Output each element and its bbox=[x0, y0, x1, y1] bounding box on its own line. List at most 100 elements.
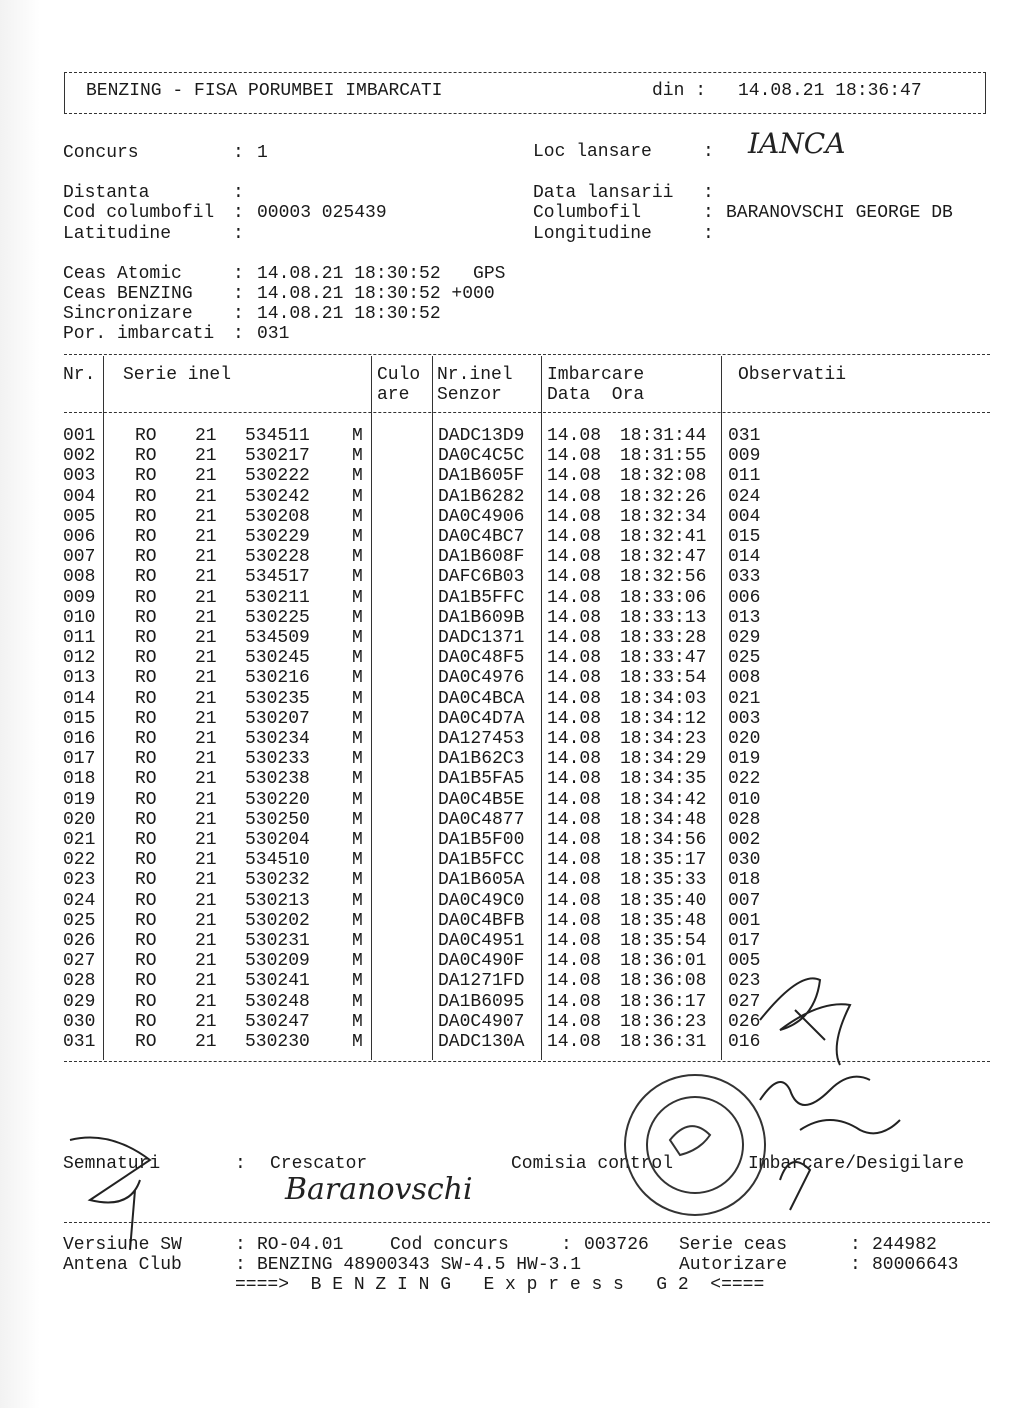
country: RO bbox=[135, 951, 157, 972]
year: 21 bbox=[195, 446, 217, 467]
country: RO bbox=[135, 587, 157, 608]
year: 21 bbox=[195, 708, 217, 729]
date: 14.08 bbox=[547, 708, 602, 729]
time: 18:33:47 bbox=[620, 648, 707, 669]
imbarcare-desigilare-label: Imbarcare/Desigilare bbox=[748, 1154, 965, 1174]
ring-number: 530220 bbox=[245, 789, 310, 810]
year: 21 bbox=[195, 769, 217, 790]
din-label: din : bbox=[652, 81, 707, 101]
sensor-id: DA1B608F bbox=[438, 547, 525, 568]
row-nr: 017 bbox=[63, 749, 96, 770]
ring-number: 530204 bbox=[245, 830, 310, 850]
year: 21 bbox=[195, 729, 217, 749]
date: 14.08 bbox=[547, 830, 602, 850]
column-rule bbox=[721, 356, 722, 1060]
header-nr-inel-1: Nr.inel bbox=[437, 365, 513, 385]
time: 18:35:48 bbox=[620, 910, 707, 931]
year: 21 bbox=[195, 506, 217, 527]
country: RO bbox=[135, 971, 157, 992]
time: 18:32:41 bbox=[620, 527, 707, 547]
time: 18:34:35 bbox=[620, 769, 707, 790]
country: RO bbox=[135, 850, 157, 871]
loc-lansare-label: Loc lansare bbox=[533, 142, 652, 162]
serie-ceas-value: 244982 bbox=[872, 1235, 937, 1255]
time: 18:35:40 bbox=[620, 890, 707, 911]
sensor-id: DA0C490F bbox=[438, 951, 525, 972]
time: 18:34:23 bbox=[620, 729, 707, 749]
antena-club-value: BENZING 48900343 SW-4.5 HW-3.1 bbox=[257, 1255, 582, 1275]
observation: 018 bbox=[728, 870, 761, 891]
ring-number: 530209 bbox=[245, 951, 310, 972]
colon: : bbox=[235, 1154, 246, 1174]
longitudine-label: Longitudine bbox=[533, 224, 652, 244]
sensor-id: DA0C48F5 bbox=[438, 648, 525, 669]
year: 21 bbox=[195, 890, 217, 911]
observation: 007 bbox=[728, 890, 761, 911]
row-nr: 001 bbox=[63, 426, 96, 446]
row-nr: 029 bbox=[63, 991, 96, 1012]
ring-number: 530229 bbox=[245, 527, 310, 547]
row-nr: 025 bbox=[63, 910, 96, 931]
observation: 028 bbox=[728, 809, 761, 830]
year: 21 bbox=[195, 486, 217, 507]
observation: 019 bbox=[728, 749, 761, 770]
ceas-benzing-value: 14.08.21 18:30:52 +000 bbox=[257, 284, 495, 304]
header-culoare-2: are bbox=[377, 385, 410, 405]
row-nr: 015 bbox=[63, 708, 96, 729]
sex: M bbox=[352, 446, 363, 467]
sex: M bbox=[352, 931, 363, 951]
sincronizare-label: Sincronizare bbox=[63, 304, 193, 324]
concurs-label: Concurs bbox=[63, 143, 139, 163]
observation: 008 bbox=[728, 668, 761, 689]
colon: : bbox=[233, 284, 244, 304]
sensor-id: DA0C4C5C bbox=[438, 446, 525, 467]
ring-number: 530208 bbox=[245, 506, 310, 527]
time: 18:36:01 bbox=[620, 951, 707, 972]
semnaturi-signature bbox=[69, 1136, 152, 1251]
row-nr: 019 bbox=[63, 789, 96, 810]
date: 14.08 bbox=[547, 527, 602, 547]
date: 14.08 bbox=[547, 446, 602, 467]
country: RO bbox=[135, 547, 157, 568]
sensor-id: DA1B6282 bbox=[438, 486, 525, 507]
sensor-id: DADC13D9 bbox=[438, 426, 525, 446]
sensor-id: DA1B605A bbox=[438, 870, 525, 891]
header-nr-inel-2: Senzor bbox=[437, 385, 502, 405]
ring-number: 530238 bbox=[245, 769, 310, 790]
sex: M bbox=[352, 506, 363, 527]
row-nr: 023 bbox=[63, 870, 96, 891]
ring-number: 530211 bbox=[245, 587, 310, 608]
sensor-id: DADC130A bbox=[438, 1032, 525, 1052]
sensor-id: DA1B5FCC bbox=[438, 850, 525, 871]
time: 18:33:13 bbox=[620, 607, 707, 628]
colon: : bbox=[561, 1235, 572, 1255]
sex: M bbox=[352, 668, 363, 689]
observation: 010 bbox=[728, 789, 761, 810]
colon: : bbox=[703, 183, 714, 203]
date: 14.08 bbox=[547, 547, 602, 568]
sex: M bbox=[352, 607, 363, 628]
din-value: 14.08.21 18:36:47 bbox=[738, 81, 922, 101]
year: 21 bbox=[195, 991, 217, 1012]
por-imbarcati-value: 031 bbox=[257, 324, 290, 344]
ring-number: 530234 bbox=[245, 729, 310, 749]
country: RO bbox=[135, 668, 157, 689]
row-nr: 028 bbox=[63, 971, 96, 992]
year: 21 bbox=[195, 1032, 217, 1052]
ceas-benzing-label: Ceas BENZING bbox=[63, 284, 193, 304]
sex: M bbox=[352, 850, 363, 871]
time: 18:31:55 bbox=[620, 446, 707, 467]
date: 14.08 bbox=[547, 951, 602, 972]
row-nr: 030 bbox=[63, 1011, 96, 1032]
cod-columbofil-value: 00003 025439 bbox=[257, 203, 387, 223]
sex: M bbox=[352, 587, 363, 608]
date: 14.08 bbox=[547, 628, 602, 648]
country: RO bbox=[135, 769, 157, 790]
colon: : bbox=[850, 1235, 861, 1255]
observation: 003 bbox=[728, 708, 761, 729]
date: 14.08 bbox=[547, 1032, 602, 1052]
header-box bbox=[64, 72, 986, 114]
country: RO bbox=[135, 910, 157, 931]
footer-rule bbox=[64, 1222, 990, 1223]
country: RO bbox=[135, 749, 157, 770]
